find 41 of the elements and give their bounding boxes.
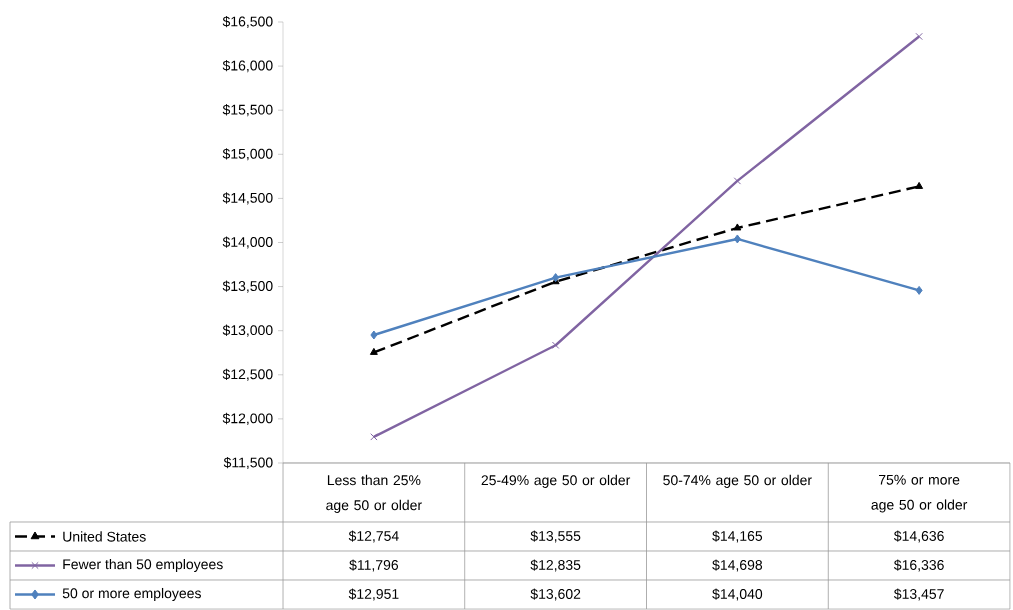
point	[370, 433, 378, 441]
point	[733, 177, 742, 185]
data-label: $11,796	[349, 559, 399, 572]
data-label: $13,555	[530, 530, 581, 543]
y-tick-label: $14,500	[222, 192, 273, 205]
point	[915, 32, 923, 41]
point	[552, 273, 560, 283]
data-label: $12,951	[348, 588, 399, 601]
y-tick-label: $15,500	[222, 104, 273, 117]
x-tick-label: Less than 25% age 50 or older	[326, 474, 422, 513]
data-label: $14,636	[893, 530, 944, 543]
y-tick-label: $16,000	[222, 60, 273, 73]
data-label: $14,165	[712, 530, 763, 543]
x-tick-label: 50-74% age 50 or older	[663, 474, 812, 488]
data-label: $13,457	[893, 588, 944, 601]
y-tick-label: $15,000	[222, 148, 273, 161]
point	[915, 285, 923, 295]
data-label: $16,336	[893, 559, 944, 572]
x-tick-label: 75% or more age 50 or older	[871, 474, 968, 513]
point	[369, 347, 378, 355]
data-label: $14,040	[712, 588, 763, 601]
data-label: $12,754	[348, 530, 399, 543]
x-tick-label: 25-49% age 50 or older	[481, 474, 631, 488]
legend-label: Fewer than 50 employees	[63, 558, 223, 573]
y-tick-label: $16,500	[222, 15, 273, 29]
point	[551, 341, 560, 349]
y-tick-label: $13,500	[222, 280, 273, 293]
point	[370, 330, 378, 340]
point	[733, 223, 742, 231]
y-tick-label: $12,500	[222, 368, 273, 381]
data-label: $14,698	[712, 559, 763, 572]
y-tick-label: $11,500	[223, 456, 273, 470]
point	[733, 234, 741, 244]
data-label: $12,835	[530, 559, 581, 572]
legend-label: United States	[63, 531, 146, 542]
y-tick-label: $12,000	[222, 412, 273, 425]
legend-label: 50 or more employees	[62, 587, 201, 602]
point	[915, 181, 924, 189]
y-tick-label: $14,000	[222, 236, 273, 249]
y-tick-label: $13,000	[222, 324, 273, 337]
data-label: $13,602	[530, 588, 581, 601]
